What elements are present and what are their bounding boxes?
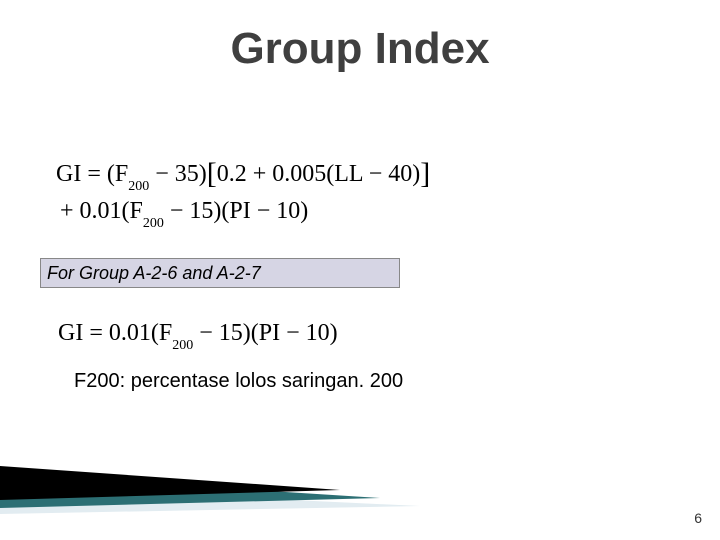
note-text: For Group A-2-6 and A-2-7 (47, 263, 261, 284)
decorative-wedge-icon (0, 466, 420, 514)
slide: Group Index GI = (F200 − 35)[0.2 + 0.005… (0, 0, 720, 540)
page-number: 6 (694, 510, 702, 526)
description-text: F200: percentase lolos saringan. 200 (74, 370, 403, 393)
equation-1-line-2: + 0.01(F200 − 15)(PI − 10) (60, 198, 308, 229)
equation-1-line-1: GI = (F200 − 35)[0.2 + 0.005(LL − 40)] (56, 155, 430, 192)
slide-title: Group Index (0, 24, 720, 74)
note-box: For Group A-2-6 and A-2-7 (40, 258, 400, 288)
equation-2: GI = 0.01(F200 − 15)(PI − 10) (58, 320, 338, 351)
